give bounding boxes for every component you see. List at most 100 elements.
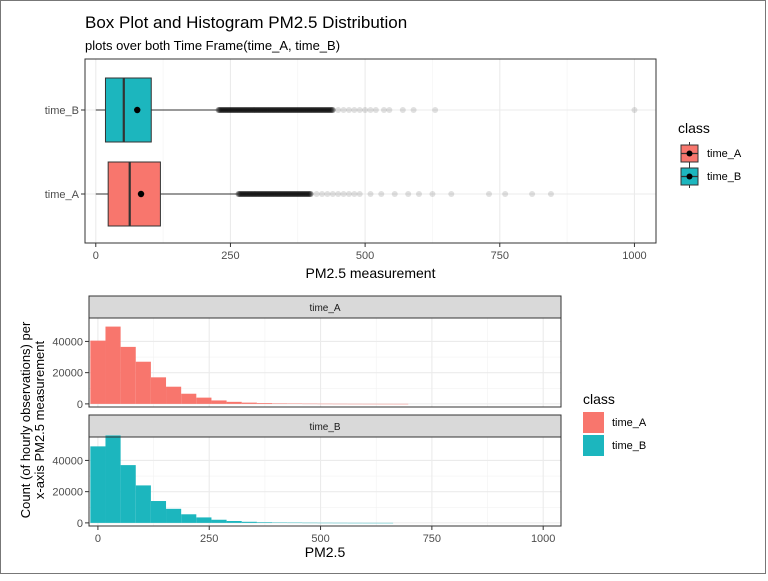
y-tick-label: 20000 [52, 368, 83, 380]
chart-subtitle: plots over both Time Frame(time_A, time_… [85, 38, 340, 53]
histogram-bar [166, 509, 181, 523]
histogram-bar [151, 501, 166, 523]
legend-label: time_B [612, 440, 646, 452]
outlier-point [351, 191, 357, 197]
histogram-bar [136, 362, 151, 404]
hist-y-axis-title-line: x-axis PM2.5 measurement [32, 341, 47, 500]
outlier-point [335, 107, 341, 113]
outlier-point [308, 191, 314, 197]
histogram-bar [196, 398, 211, 404]
outlier-point [429, 191, 435, 197]
y-tick-label: 40000 [52, 336, 83, 348]
x-tick-label: 250 [200, 533, 218, 545]
histogram-bar [136, 485, 151, 522]
outlier-point [341, 191, 347, 197]
y-tick-label: 20000 [52, 487, 83, 499]
box-x-axis-title: PM2.5 measurement [306, 265, 436, 281]
mean-point [134, 107, 140, 113]
outlier-point [314, 191, 320, 197]
histogram-bar [151, 377, 166, 404]
outlier-point [392, 191, 398, 197]
histogram-bar [166, 387, 181, 404]
x-tick-label: 750 [491, 250, 509, 262]
outlier-point [330, 191, 336, 197]
outlier-point [529, 191, 535, 197]
x-tick-label: 1000 [622, 250, 646, 262]
hist-y-axis-title-line: Count (of hourly observations) per [18, 321, 33, 518]
histogram-bar [181, 514, 196, 523]
outlier-point [357, 107, 363, 113]
outlier-point [335, 191, 341, 197]
histogram-bar [227, 402, 242, 404]
legend-label: time_B [707, 171, 741, 183]
outlier-point [411, 107, 417, 113]
histogram-bar [90, 446, 105, 523]
histogram-bar [121, 465, 136, 523]
y-tick-label: 0 [77, 399, 83, 411]
box-legend-title: class [678, 120, 710, 136]
outlier-point [386, 107, 392, 113]
outlier-point [362, 107, 368, 113]
outlier-point [631, 107, 637, 113]
histogram-bar [257, 522, 272, 523]
outlier-point [381, 107, 387, 113]
outlier-point [319, 191, 325, 197]
hist-legend-title: class [583, 391, 615, 407]
outlier-point [351, 107, 357, 113]
x-tick-label: 0 [93, 250, 99, 262]
histogram-bar [105, 327, 120, 404]
legend-key-mean [687, 151, 693, 157]
histogram-bar [105, 435, 120, 522]
outlier-point [432, 107, 438, 113]
histogram-bar [211, 400, 226, 403]
outlier-point [341, 107, 347, 113]
outlier-point [400, 107, 406, 113]
outlier-point [448, 191, 454, 197]
y-tick-label: 40000 [52, 455, 83, 467]
outlier-point [416, 191, 422, 197]
histogram-bar [211, 520, 226, 523]
facet-strip-label: time_B [309, 422, 340, 433]
outlier-point [502, 191, 508, 197]
outlier-point [486, 191, 492, 197]
outlier-point [324, 191, 330, 197]
facet-strip-label: time_A [309, 303, 340, 314]
outlier-point [330, 107, 336, 113]
legend-key-mean [687, 174, 693, 180]
legend-key-fill [583, 412, 604, 433]
histogram-bar [121, 347, 136, 404]
box-time_A [108, 162, 160, 226]
histogram-bar [242, 403, 257, 404]
y-tick-label: 0 [77, 518, 83, 530]
histogram-bar [90, 341, 105, 404]
mean-point [138, 191, 144, 197]
outlier-point [378, 191, 384, 197]
outlier-point [357, 191, 363, 197]
x-tick-label: 0 [95, 533, 101, 545]
outlier-point [346, 191, 352, 197]
legend-label: time_A [612, 417, 647, 429]
histogram-bar [257, 403, 272, 404]
histogram-bar [227, 521, 242, 523]
chart-title: Box Plot and Histogram PM2.5 Distributio… [85, 13, 407, 32]
x-tick-label: 1000 [531, 533, 555, 545]
outlier-point [346, 107, 352, 113]
y-tick-label: time_A [45, 189, 80, 201]
x-tick-label: 750 [423, 533, 441, 545]
hist-y-axis-title: Count (of hourly observations) perx-axis… [18, 321, 47, 518]
box-panel-bg [85, 59, 656, 243]
histogram-bar [242, 522, 257, 523]
y-tick-label: time_B [45, 105, 79, 117]
legend-label: time_A [707, 148, 742, 160]
x-tick-label: 500 [356, 250, 374, 262]
legend-key-fill [583, 435, 604, 456]
outlier-point [373, 107, 379, 113]
x-tick-label: 250 [221, 250, 239, 262]
hist-x-axis-title: PM2.5 [305, 544, 346, 560]
box-time_B [105, 78, 151, 142]
outlier-point [405, 191, 411, 197]
histogram-bar [196, 517, 211, 522]
outlier-point [368, 107, 374, 113]
